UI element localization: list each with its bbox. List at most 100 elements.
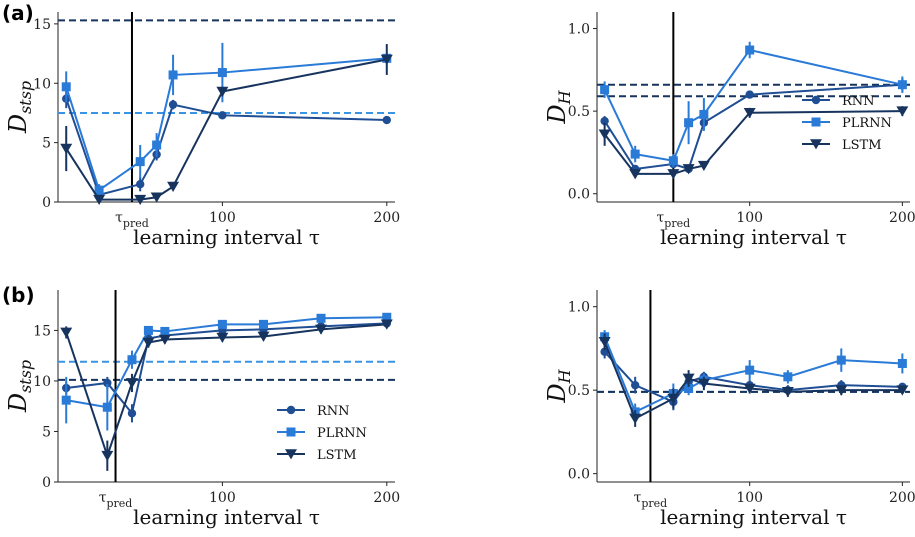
y-tick-label: 0.5	[568, 383, 590, 399]
x-tick-label: 200	[889, 490, 915, 506]
data-point-plrnn	[897, 358, 907, 368]
data-point-lstm	[60, 143, 73, 154]
data-point-lstm	[743, 383, 756, 394]
panel-label-a: (a)	[2, 1, 34, 25]
series-lstm	[60, 44, 393, 206]
data-point-plrnn	[135, 157, 145, 167]
legend-label-plrnn: PLRNN	[317, 426, 367, 441]
data-point-lstm	[896, 385, 909, 396]
y-tick-label: 0.0	[568, 187, 590, 203]
data-point-lstm	[598, 336, 611, 348]
data-point-lstm	[380, 54, 393, 65]
x-tick-label: 100	[209, 210, 236, 226]
legend: RNN PLRNN LSTM	[802, 94, 892, 153]
series-lstm	[60, 319, 393, 471]
y-tick-label: 15	[33, 17, 51, 33]
data-point-lstm	[134, 194, 147, 206]
data-point-rnn	[218, 111, 227, 120]
data-point-plrnn	[217, 68, 227, 78]
data-point-lstm	[150, 192, 163, 203]
data-point-lstm	[216, 332, 229, 343]
data-point-plrnn	[127, 355, 137, 365]
data-point-lstm	[682, 164, 695, 175]
y-axis-label: DH	[543, 89, 574, 124]
data-point-plrnn	[102, 402, 112, 412]
y-tick-label: 15	[33, 323, 51, 339]
data-point-plrnn	[600, 85, 610, 95]
series-lstm	[598, 106, 909, 180]
series-rnn	[600, 345, 907, 411]
y-axis-label: Dstsp	[4, 360, 35, 413]
x-tick-label: 100	[209, 490, 236, 506]
series-line-plrnn	[65, 57, 387, 192]
x-axis-label: learning interval τ	[660, 225, 847, 249]
x-tick-label-tau-pred: τpred	[634, 490, 668, 510]
data-point-rnn	[630, 380, 640, 390]
y-axis-label-group: DH	[543, 368, 574, 403]
legend-marker-plrnn	[811, 117, 821, 127]
data-point-plrnn	[143, 325, 153, 335]
legend-marker-lstm	[810, 139, 822, 150]
y-tick-label: 0	[42, 475, 51, 491]
data-point-lstm	[743, 107, 756, 119]
series-line-lstm	[603, 341, 903, 420]
y-axis-label-group: Dstsp	[4, 81, 35, 134]
x-tick-label-tau-pred: τpred	[99, 490, 133, 510]
x-axis-label: learning interval τ	[660, 505, 847, 529]
data-point-plrnn	[897, 80, 907, 90]
x-tick-label: 200	[889, 210, 915, 226]
data-point-lstm	[93, 194, 106, 206]
data-point-plrnn	[258, 319, 268, 329]
data-point-plrnn	[217, 319, 227, 329]
data-point-lstm	[835, 385, 848, 396]
data-point-rnn	[600, 116, 609, 126]
data-point-plrnn	[316, 313, 326, 323]
data-point-lstm	[896, 106, 909, 117]
data-point-plrnn	[836, 355, 846, 365]
legend-label-lstm: LSTM	[317, 448, 357, 463]
y-axis-label: Dstsp	[4, 81, 35, 134]
legend: RNN PLRNN LSTM	[277, 404, 367, 463]
data-point-lstm	[101, 450, 114, 462]
x-tick-label: 200	[373, 210, 400, 226]
data-point-plrnn	[152, 140, 162, 150]
data-point-lstm	[167, 181, 180, 192]
data-point-plrnn	[382, 312, 392, 322]
series-plrnn	[61, 42, 392, 197]
y-tick-label: 0.0	[568, 467, 590, 483]
y-tick-label: 5	[42, 136, 51, 152]
data-point-plrnn	[168, 70, 178, 80]
data-point-lstm	[697, 378, 710, 389]
x-tick-label: 200	[373, 490, 400, 506]
y-axis-label-group: Dstsp	[4, 360, 35, 413]
data-point-plrnn	[745, 45, 755, 55]
data-point-plrnn	[684, 384, 694, 394]
data-point-rnn	[135, 179, 145, 189]
x-axis-label: learning interval τ	[133, 505, 320, 529]
data-point-lstm	[781, 387, 794, 398]
x-axis-label: learning interval τ	[133, 225, 320, 249]
data-point-lstm	[257, 331, 270, 342]
data-point-plrnn	[699, 109, 709, 119]
data-point-plrnn	[783, 372, 793, 382]
x-tick-label: 100	[736, 490, 763, 506]
y-axis-label: DH	[543, 368, 574, 403]
x-tick-label-tau-pred: τpred	[657, 210, 691, 230]
legend-marker-rnn	[286, 405, 296, 415]
data-point-lstm	[667, 169, 680, 180]
legend-label-rnn: RNN	[842, 94, 875, 109]
legend-label-plrnn: PLRNN	[842, 116, 892, 131]
series-plrnn	[600, 330, 907, 421]
data-point-lstm	[315, 324, 328, 335]
x-tick-label-tau-pred: τpred	[115, 210, 149, 230]
data-point-plrnn	[630, 149, 640, 159]
data-point-plrnn	[160, 326, 170, 336]
legend-label-rnn: RNN	[317, 404, 350, 419]
data-point-rnn	[168, 100, 178, 109]
